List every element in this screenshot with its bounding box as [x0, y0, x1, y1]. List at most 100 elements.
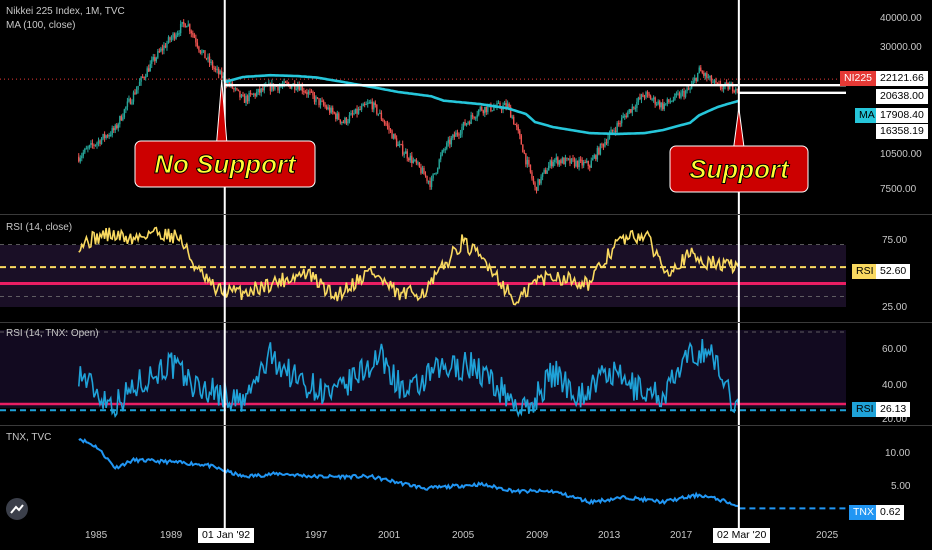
candle-body	[167, 37, 170, 44]
candle-body	[459, 133, 462, 136]
candle-body	[482, 110, 484, 114]
candle-body	[654, 97, 656, 105]
candle-body	[484, 107, 486, 114]
candle-body	[341, 121, 343, 123]
candle-body	[578, 159, 580, 168]
candle-body	[590, 160, 592, 168]
candle-body	[616, 123, 618, 132]
candle-body	[531, 172, 533, 179]
candle-body	[470, 115, 472, 124]
candle-body	[373, 102, 375, 110]
level-tag: 16358.19	[876, 124, 928, 139]
candle-body	[642, 94, 644, 97]
candle-body	[339, 119, 342, 123]
candle-body	[164, 45, 167, 48]
no-support-callout-label: No Support	[154, 149, 297, 179]
candle-body	[604, 142, 606, 147]
candle-body	[624, 115, 626, 117]
candle-body	[476, 114, 478, 118]
candle-body	[306, 92, 308, 95]
candle-body	[703, 72, 705, 76]
candle-body	[271, 83, 273, 91]
candle-body	[697, 72, 699, 82]
candle-body	[207, 56, 209, 60]
panel-divider[interactable]	[0, 425, 932, 426]
time-tick: 2001	[378, 530, 401, 541]
candle-body	[332, 107, 334, 113]
candle-body	[692, 80, 694, 85]
candle-body	[245, 95, 247, 103]
candle-body	[178, 33, 180, 35]
price-tick: 30000.00	[880, 42, 922, 53]
candle-body	[409, 155, 411, 161]
candle-body	[116, 125, 118, 129]
candle-body	[172, 33, 174, 38]
candle-body	[385, 123, 387, 125]
candle-body	[160, 48, 162, 52]
candle-body	[520, 135, 523, 145]
rsi-tnx-value-tag: 26.13	[876, 402, 911, 417]
candle-body	[680, 92, 682, 98]
tradingview-logo-icon[interactable]	[6, 498, 28, 520]
candle-body	[242, 94, 244, 97]
candle-body	[175, 35, 177, 39]
candle-body	[701, 71, 703, 73]
candle-body	[243, 96, 246, 103]
candle-body	[298, 85, 300, 91]
candle-body	[576, 160, 579, 168]
candle-body	[630, 109, 632, 113]
candle-body	[193, 34, 196, 38]
candle-body	[342, 121, 345, 123]
candle-body	[710, 75, 713, 83]
time-tick: 2013	[598, 530, 621, 541]
candle-body	[575, 160, 577, 167]
candle-body	[579, 159, 582, 161]
candle-body	[695, 77, 697, 82]
support-callout-label: Support	[689, 154, 790, 184]
candle-body	[582, 162, 585, 166]
candle-body	[141, 76, 144, 78]
candle-body	[236, 88, 238, 90]
rsi-tick: 25.00	[882, 302, 908, 313]
candle-body	[613, 130, 615, 132]
candle-body	[117, 124, 119, 129]
candle-body	[728, 85, 731, 90]
candle-body	[213, 67, 215, 69]
candle-body	[465, 123, 468, 126]
candle-body	[424, 174, 427, 176]
candle-body	[307, 91, 310, 95]
candle-body	[186, 26, 188, 28]
candle-body	[367, 103, 369, 105]
panel-divider[interactable]	[0, 322, 932, 323]
cursor-date-left: 01 Jan '92	[198, 528, 255, 543]
candle-body	[681, 91, 684, 93]
panel-divider[interactable]	[0, 214, 932, 215]
candle-body	[544, 170, 547, 174]
candle-body	[509, 107, 512, 118]
candle-body	[508, 103, 510, 108]
candle-body	[208, 56, 211, 64]
candle-body	[441, 150, 443, 156]
candle-body	[155, 57, 158, 62]
candle-body	[467, 122, 469, 124]
candle-body	[452, 134, 454, 139]
candle-body	[338, 113, 340, 120]
candle-body	[301, 85, 304, 92]
candle-body	[625, 115, 627, 118]
ma-indicator-title: MA (100, close)	[6, 20, 76, 31]
candle-body	[125, 106, 127, 110]
candle-body	[272, 83, 275, 90]
candle-body	[360, 106, 363, 110]
candle-body	[573, 159, 576, 167]
candle-body	[592, 158, 594, 161]
candle-body	[637, 97, 640, 102]
candle-body	[319, 100, 322, 106]
rsi-tick: 75.00	[882, 235, 908, 246]
time-tick: 2009	[526, 530, 549, 541]
candle-body	[569, 158, 571, 164]
candle-body	[365, 104, 367, 106]
candle-body	[655, 104, 658, 106]
candle-body	[237, 89, 240, 91]
